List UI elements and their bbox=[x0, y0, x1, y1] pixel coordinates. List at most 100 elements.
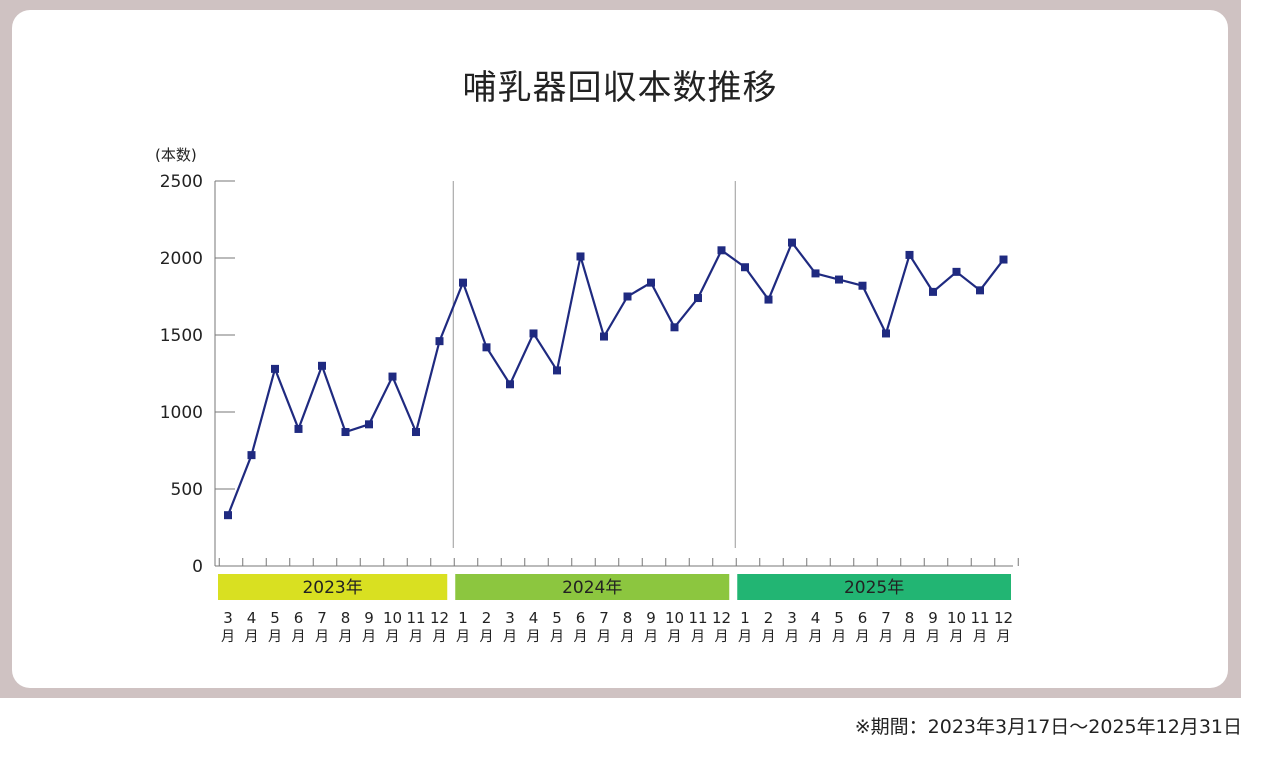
data-point bbox=[318, 361, 326, 370]
x-tick-label: 4 bbox=[247, 609, 257, 627]
x-tick-label: 8 bbox=[623, 609, 633, 627]
x-tick-label-unit: 月 bbox=[409, 629, 423, 645]
x-tick-label: 4 bbox=[811, 609, 821, 627]
year-band bbox=[455, 574, 730, 600]
x-tick-label-unit: 月 bbox=[950, 629, 964, 645]
x-tick-label: 2 bbox=[764, 609, 774, 627]
data-point bbox=[694, 294, 702, 303]
x-tick-label-unit: 月 bbox=[527, 629, 541, 645]
year-band-label: 2023年 bbox=[302, 578, 362, 598]
data-point bbox=[412, 428, 420, 437]
data-point bbox=[341, 428, 350, 437]
year-bands: 2023年 2024年 2025年 bbox=[218, 574, 1011, 600]
x-tick-label: 3 bbox=[505, 609, 515, 627]
data-point bbox=[506, 380, 514, 389]
x-tick-label-unit: 月 bbox=[339, 629, 353, 645]
x-tick-label-unit: 月 bbox=[386, 629, 400, 645]
x-tick-label: 10 bbox=[383, 609, 402, 627]
x-tick-label-unit: 月 bbox=[856, 629, 870, 645]
x-tick-label-unit: 月 bbox=[315, 629, 329, 645]
x-tick-label-unit: 月 bbox=[480, 629, 494, 645]
data-point bbox=[882, 329, 890, 338]
data-point bbox=[435, 337, 444, 346]
data-point bbox=[741, 263, 749, 272]
data-point bbox=[788, 238, 796, 247]
x-tick-label-unit: 月 bbox=[245, 629, 259, 645]
data-point bbox=[576, 252, 585, 261]
y-tick-label: 500 bbox=[171, 480, 203, 500]
data-point bbox=[929, 287, 937, 296]
x-tick-label: 12 bbox=[430, 609, 449, 627]
x-tick-label-unit: 月 bbox=[644, 629, 658, 645]
data-point bbox=[623, 292, 632, 301]
data-point bbox=[647, 278, 655, 287]
x-tick-label: 7 bbox=[317, 609, 327, 627]
series-group bbox=[224, 238, 1008, 520]
x-tick-label-unit: 月 bbox=[762, 629, 776, 645]
data-point bbox=[271, 364, 279, 373]
x-tick-label-unit: 月 bbox=[668, 629, 682, 645]
x-tick-label: 10 bbox=[665, 609, 684, 627]
x-tick-label-unit: 月 bbox=[221, 629, 235, 645]
axes: 0 500 1000 1500 2000 2500 bbox=[160, 172, 1019, 577]
y-tick-label: 2000 bbox=[160, 249, 203, 269]
x-tick-label: 11 bbox=[688, 609, 707, 627]
x-tick-label: 1 bbox=[458, 609, 468, 627]
x-tick-label-unit: 月 bbox=[973, 629, 987, 645]
data-point bbox=[482, 343, 491, 352]
y-axis-label: (本数) bbox=[155, 146, 197, 164]
y-tick-label: 1000 bbox=[160, 403, 203, 423]
x-tick-label: 3 bbox=[787, 609, 797, 627]
x-tick-label-unit: 月 bbox=[268, 629, 282, 645]
x-tick-label: 6 bbox=[858, 609, 868, 627]
x-tick-label: 1 bbox=[740, 609, 750, 627]
x-tick-label-unit: 月 bbox=[738, 629, 752, 645]
data-point bbox=[224, 511, 232, 520]
x-tick-label: 12 bbox=[712, 609, 731, 627]
data-point bbox=[365, 420, 373, 429]
series-line bbox=[226, 240, 1005, 516]
data-point bbox=[388, 372, 397, 381]
x-tick-label: 7 bbox=[599, 609, 609, 627]
data-point bbox=[858, 281, 867, 290]
data-point bbox=[529, 329, 538, 338]
x-tick-label: 9 bbox=[928, 609, 938, 627]
x-tick-label: 5 bbox=[270, 609, 280, 627]
data-point bbox=[999, 255, 1008, 264]
x-tick-label-unit: 月 bbox=[362, 629, 376, 645]
data-point bbox=[835, 275, 843, 284]
x-tick-label-unit: 月 bbox=[785, 629, 799, 645]
data-point bbox=[905, 250, 914, 259]
x-tick-label: 4 bbox=[529, 609, 539, 627]
x-tick-label-unit: 月 bbox=[832, 629, 846, 645]
x-tick-label: 5 bbox=[552, 609, 562, 627]
x-tick-label: 9 bbox=[364, 609, 374, 627]
x-tick-label: 11 bbox=[970, 609, 989, 627]
x-tick-label-unit: 月 bbox=[456, 629, 470, 645]
y-tick-label: 2500 bbox=[160, 172, 203, 192]
data-point bbox=[670, 323, 679, 332]
data-point bbox=[811, 269, 820, 278]
x-tick-label: 12 bbox=[994, 609, 1013, 627]
data-point bbox=[764, 295, 773, 304]
x-tick-label: 7 bbox=[881, 609, 891, 627]
x-tick-label-unit: 月 bbox=[597, 629, 611, 645]
x-tick-label: 2 bbox=[482, 609, 492, 627]
line-chart: (本数) 0 500 1000 1500 2000 2500 2023年 2024年 2025… bbox=[155, 146, 1019, 645]
y-tick-label: 1500 bbox=[160, 326, 203, 346]
x-tick-label-unit: 月 bbox=[879, 629, 893, 645]
x-tick-label-unit: 月 bbox=[809, 629, 823, 645]
period-footnote: ※期間：2023年3月17日〜2025年12月31日 bbox=[854, 716, 1242, 738]
x-tick-label: 3 bbox=[223, 609, 233, 627]
x-tick-label-unit: 月 bbox=[903, 629, 917, 645]
x-tick-label-unit: 月 bbox=[621, 629, 635, 645]
x-tick-label: 5 bbox=[834, 609, 844, 627]
x-tick-labels: 3月4月5月6月7月8月9月10月11月12月1月2月3月4月5月6月7月8月9… bbox=[221, 609, 1013, 645]
data-point bbox=[294, 424, 303, 433]
x-tick-label: 6 bbox=[576, 609, 586, 627]
data-point bbox=[717, 246, 726, 255]
year-band bbox=[737, 574, 1011, 600]
x-tick-label: 6 bbox=[294, 609, 304, 627]
data-point bbox=[459, 278, 467, 287]
year-band bbox=[218, 574, 448, 600]
